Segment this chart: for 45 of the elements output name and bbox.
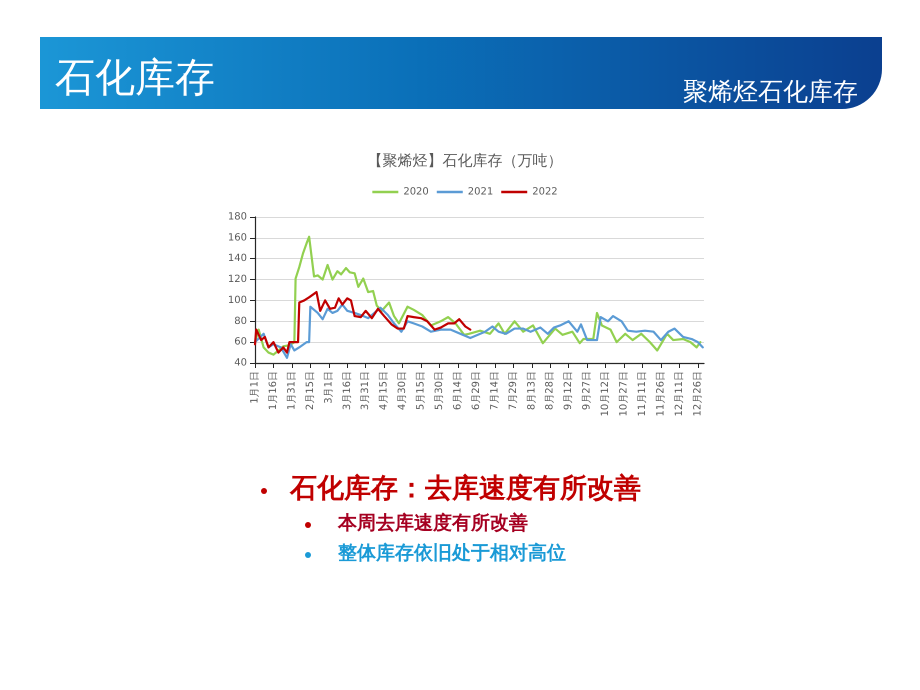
x-tick-label: 12月26日	[692, 371, 704, 416]
x-tick-label: 3月31日	[360, 371, 372, 410]
x-tick-label: 11月26日	[655, 371, 666, 416]
line-series	[254, 290, 472, 354]
x-tick-label: 7月29日	[508, 371, 519, 410]
x-tick-label: 8月28日	[544, 371, 556, 410]
x-tick-label: 9月27日	[582, 371, 593, 410]
text: 聚烯烃石化库存	[683, 76, 858, 108]
x-tick-label: 7月14日	[489, 371, 500, 410]
x-tick-label: 2月15日	[304, 371, 316, 410]
x-tick-label: 1月31日	[286, 371, 298, 410]
y-tick-label: 80	[234, 316, 247, 327]
text: 石化库存	[55, 54, 215, 103]
text: 整体库存依旧处于相对高位	[338, 541, 566, 566]
x-tick-label: 10月12日	[600, 371, 612, 416]
x-tick-label: 3月16日	[342, 371, 353, 410]
text: 本周去库速度有所改善	[338, 511, 528, 536]
x-tick-label: 9月12日	[563, 371, 574, 410]
legend-label: 2022	[532, 186, 558, 198]
x-tick-label: 4月30日	[397, 371, 408, 410]
x-tick-label: 4月15日	[378, 371, 390, 410]
y-tick-label: 60	[234, 336, 247, 348]
x-tick-label: 10月27日	[618, 371, 630, 416]
y-tick-label: 40	[234, 358, 247, 368]
legend-label: 2021	[468, 186, 494, 198]
x-tick-label: 6月14日	[452, 371, 464, 410]
line-series	[254, 236, 702, 356]
y-tick-label: 120	[228, 274, 247, 286]
chart-title: 【聚烯烃】石化库存（万吨）	[368, 152, 562, 170]
x-tick-label: 5月30日	[434, 371, 446, 410]
y-tick-label: 140	[228, 253, 247, 264]
x-tick-label: 6月29日	[470, 371, 482, 410]
text: 石化库存：去库速度有所改善	[290, 472, 641, 506]
x-tick-label: 5月15日	[416, 371, 427, 410]
x-tick-label: 8月13日	[526, 371, 538, 410]
legend-label: 2020	[403, 186, 429, 198]
y-tick-label: 100	[228, 294, 247, 306]
line-series	[254, 304, 704, 359]
x-tick-label: 12月11日	[674, 371, 685, 416]
x-tick-label: 11月11日	[636, 371, 648, 416]
x-tick-label: 1月1日	[250, 371, 260, 404]
y-tick-label: 160	[228, 232, 247, 244]
y-tick-label: 180	[228, 212, 247, 222]
x-tick-label: 1月16日	[268, 371, 279, 410]
x-tick-label: 3月1日	[323, 371, 334, 404]
